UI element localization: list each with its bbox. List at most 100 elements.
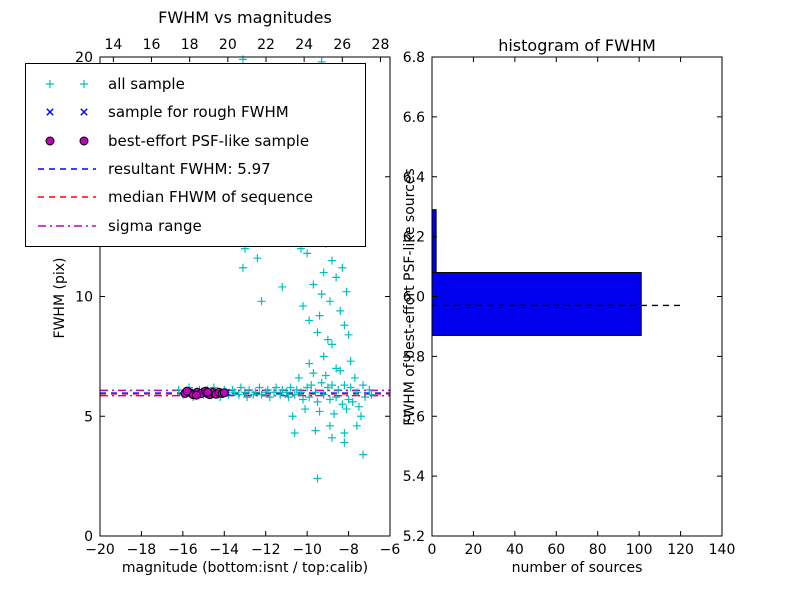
tick-label: 6.2 — [403, 230, 425, 246]
tick-label: 5.8 — [403, 349, 425, 365]
plus-marker — [325, 421, 334, 430]
plus-marker — [309, 369, 318, 378]
plus-marker — [342, 287, 351, 296]
tick-label: −10 — [292, 542, 322, 558]
plus-marker — [348, 397, 357, 406]
plus-marker — [315, 407, 324, 416]
legend-dashdot-swatch — [38, 225, 96, 227]
plus-marker — [365, 385, 374, 394]
tick-label: −20 — [85, 542, 115, 558]
plus-marker — [255, 383, 264, 392]
tick-label: 22 — [257, 37, 275, 53]
legend: all sample sample for rough FWHM best-effo… — [25, 63, 366, 247]
tick-label: −16 — [168, 542, 198, 558]
plus-marker — [328, 256, 336, 265]
tick-label: 6.8 — [403, 50, 425, 66]
plus-marker — [367, 390, 376, 399]
plus-marker — [243, 393, 252, 402]
circle-marker — [191, 390, 201, 400]
plus-marker — [278, 282, 287, 291]
plus-marker — [323, 335, 332, 344]
plus-marker — [317, 378, 326, 387]
plus-marker — [344, 330, 353, 339]
tick-label: 5 — [84, 409, 93, 425]
tick-label: 80 — [589, 542, 607, 558]
plus-marker — [46, 80, 54, 89]
plus-marker — [245, 385, 254, 394]
legend-item: sigma range — [34, 212, 357, 240]
plus-marker — [350, 373, 359, 382]
right-xaxis-label: number of sources — [511, 560, 643, 576]
tick-label: 0 — [84, 529, 93, 545]
plus-marker — [305, 316, 314, 325]
plus-marker — [238, 263, 247, 272]
plus-marker — [286, 383, 295, 392]
plus-marker — [301, 405, 310, 414]
plus-marker — [332, 273, 341, 282]
plus-marker — [332, 393, 341, 402]
legend-x-swatch — [46, 108, 88, 117]
plus-marker — [328, 340, 336, 349]
tick-label: −6 — [380, 542, 401, 558]
plus-marker — [257, 390, 266, 399]
plus-marker — [251, 388, 260, 397]
legend-item: median FHWM of sequence — [34, 183, 357, 211]
plus-marker — [323, 383, 332, 392]
tick-label: 20 — [219, 37, 237, 53]
plus-marker — [236, 383, 245, 392]
legend-circle-swatch — [45, 136, 89, 146]
legend-dashed-swatch — [38, 168, 96, 170]
tick-label: 16 — [143, 37, 161, 53]
legend-label: sample for rough FWHM — [108, 103, 289, 122]
plus-marker — [352, 421, 361, 430]
plus-marker — [234, 390, 243, 399]
plus-marker — [272, 383, 281, 392]
plus-marker — [340, 381, 349, 390]
plus-marker — [299, 395, 307, 404]
x-marker — [80, 108, 88, 117]
plus-marker — [332, 364, 341, 373]
plus-marker — [303, 249, 312, 258]
plus-marker — [319, 390, 328, 399]
plus-marker — [342, 405, 351, 414]
plus-marker — [325, 297, 334, 306]
plus-marker — [321, 371, 330, 380]
plus-marker — [305, 359, 314, 368]
plus-marker — [325, 395, 334, 404]
plus-marker — [340, 438, 349, 447]
plus-marker — [253, 254, 262, 263]
series-best-effort-psf-like-sample — [180, 386, 229, 400]
tick-label: 18 — [181, 37, 199, 53]
plus-marker — [346, 383, 355, 392]
left-yaxis-label: FWHM (pix) — [52, 257, 68, 339]
tick-label: −18 — [127, 542, 157, 558]
plus-marker — [290, 429, 299, 438]
plus-marker — [359, 381, 368, 390]
plus-marker — [317, 290, 326, 299]
left-plot-title: FWHM vs magnitudes — [158, 8, 332, 27]
plus-marker — [319, 268, 328, 277]
plus-marker — [319, 352, 328, 361]
legend-label: resultant FWHM: 5.97 — [108, 160, 271, 179]
legend-label: best-effort PSF-like sample — [108, 131, 310, 150]
plus-marker — [344, 395, 353, 404]
plus-marker — [340, 321, 349, 330]
right-plot-title: histogram of FWHM — [498, 36, 656, 55]
tick-label: 26 — [333, 37, 351, 53]
plus-marker — [276, 390, 285, 399]
plus-marker — [311, 426, 320, 435]
plus-marker — [292, 385, 301, 394]
plus-marker — [354, 402, 363, 411]
plus-marker — [313, 397, 322, 406]
plus-marker — [328, 433, 336, 442]
plus-marker — [330, 409, 339, 418]
legend-label: median FHWM of sequence — [108, 188, 313, 207]
left-plot-ticks: −20 −18 −16 −14 −12 −10 −8 −6 14 16 18 20 22 24 26 28 0 5… — [75, 37, 400, 558]
tick-label: 6.6 — [403, 110, 425, 126]
legend-dashed-swatch — [38, 196, 96, 199]
tick-label: 20 — [75, 50, 93, 66]
plus-marker — [313, 328, 322, 337]
x-marker — [46, 108, 54, 117]
